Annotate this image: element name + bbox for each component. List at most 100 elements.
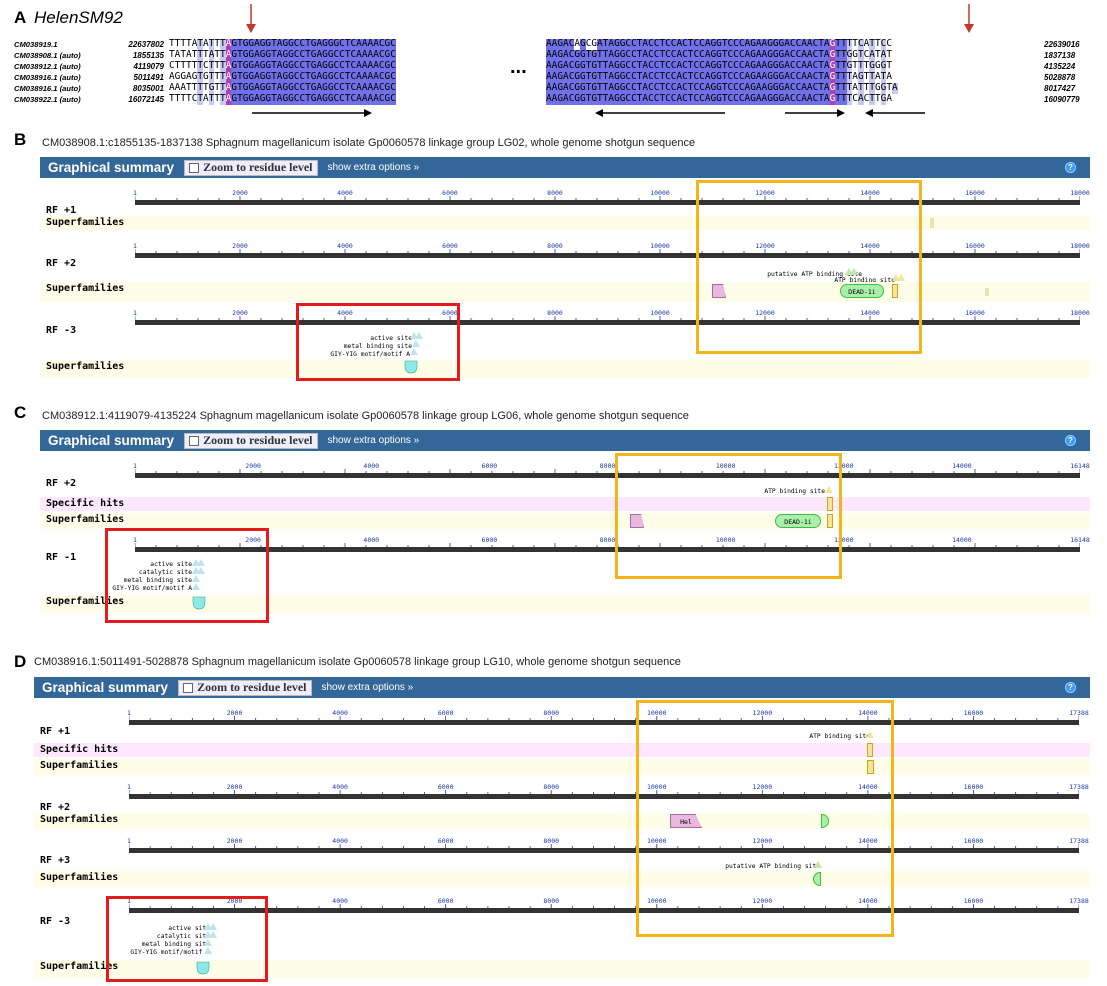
track-label: RF +2 — [46, 258, 77, 269]
c-terminal-domain-mark[interactable] — [827, 514, 833, 528]
ruler-tick-label: 18000 — [1070, 242, 1090, 250]
dead-domain-fragment[interactable] — [813, 872, 821, 886]
nucleotide: C — [727, 49, 734, 61]
show-extra-options-link[interactable]: show extra options » — [327, 435, 420, 446]
nucleotide: T — [237, 71, 243, 83]
site-marker-icon[interactable] — [850, 268, 858, 275]
giy-yig-domain-icon[interactable] — [404, 360, 418, 374]
nucleotide: A — [857, 93, 864, 105]
site-marker-icon[interactable] — [866, 731, 874, 738]
nucleotide: T — [271, 93, 277, 105]
giy-yig-domain-icon[interactable] — [196, 961, 210, 975]
nucleotide: T — [721, 38, 728, 50]
red-arrow-icon-left — [246, 4, 256, 33]
sequence-ruler — [129, 794, 1079, 799]
nucleotide: C — [203, 60, 209, 72]
help-icon[interactable]: ? — [1065, 162, 1076, 173]
nucleotide: C — [727, 71, 734, 83]
nucleotide: T — [835, 71, 841, 83]
nucleotide: A — [276, 93, 283, 105]
giy-yig-domain-icon[interactable] — [192, 596, 206, 610]
site-marker-icon[interactable] — [192, 575, 200, 582]
site-marker-icon[interactable] — [412, 340, 420, 347]
nucleotide: A — [744, 71, 751, 83]
site-marker-icon[interactable] — [897, 274, 905, 281]
zoom-residue-checkbox[interactable]: Zoom to residue level — [184, 432, 318, 449]
site-marker-icon[interactable] — [209, 931, 217, 938]
checkbox-icon[interactable] — [189, 162, 200, 173]
nucleotide: C — [293, 93, 300, 105]
nucleotide: C — [789, 49, 796, 61]
nucleotide: C — [568, 38, 575, 50]
nucleotide: G — [231, 49, 238, 61]
nucleotide: A — [225, 71, 232, 83]
show-extra-options-link[interactable]: show extra options » — [327, 162, 420, 173]
right-sequence: AAGACGGTGTTAGGCCTACCTCCACTCCAGGTCCCAGAAG… — [546, 49, 892, 61]
site-marker-icon[interactable] — [192, 583, 200, 590]
nucleotide: A — [823, 38, 830, 50]
site-marker-icon[interactable] — [209, 923, 217, 930]
checkbox-icon[interactable] — [189, 435, 200, 446]
nucleotide: C — [693, 93, 700, 105]
nucleotide: A — [761, 82, 768, 94]
site-marker-icon[interactable] — [825, 486, 833, 493]
nucleotide: G — [248, 82, 255, 94]
nucleotide: A — [276, 38, 283, 50]
nucleotide: C — [631, 60, 637, 72]
nucleotide: A — [563, 93, 569, 105]
checkbox-icon[interactable] — [183, 682, 194, 693]
sequence-end-position: 1837138 — [1044, 51, 1076, 60]
nucleotide: C — [795, 71, 802, 83]
specific-hit-mark[interactable] — [827, 497, 833, 511]
show-extra-options-link[interactable]: show extra options » — [321, 682, 414, 693]
site-marker-icon[interactable] — [204, 947, 212, 954]
nucleotide: A — [356, 71, 362, 83]
nucleotide: G — [288, 82, 294, 94]
nucleotide: A — [642, 60, 649, 72]
nucleotide: G — [265, 38, 272, 50]
help-icon[interactable]: ? — [1065, 682, 1076, 693]
nucleotide: C — [812, 93, 819, 105]
nucleotide: A — [869, 49, 875, 61]
nucleotide: T — [687, 71, 694, 83]
site-marker-icon[interactable] — [814, 861, 822, 868]
domain-mark[interactable] — [930, 218, 934, 228]
nucleotide: G — [242, 82, 249, 94]
nucleotide: G — [880, 60, 887, 72]
left-sequence: TTTTCTATTTAGTGGAGGTAGGCCTGAGGCCTCAAAACGC — [169, 93, 396, 105]
track-band — [40, 497, 1090, 511]
nucleotide: T — [818, 38, 824, 50]
nucleotide: T — [602, 82, 609, 94]
c-terminal-domain-mark[interactable] — [867, 760, 874, 774]
help-icon[interactable]: ? — [1065, 435, 1076, 446]
nucleotide: G — [310, 82, 317, 94]
dead-domain-pill[interactable]: DEAD-1i — [775, 514, 821, 528]
panel-c-tracks: 1 2000 4000 6000 8000 10000 12000 14000 16148 RF … — [40, 453, 1090, 628]
nucleotide: A — [744, 60, 751, 72]
zoom-residue-checkbox[interactable]: Zoom to residue level — [178, 679, 312, 696]
site-marker-icon[interactable] — [204, 939, 212, 946]
nucleotide: G — [829, 38, 836, 50]
zoom-residue-checkbox[interactable]: Zoom to residue level — [184, 159, 318, 176]
nucleotide: G — [265, 49, 272, 61]
site-marker-icon[interactable] — [197, 567, 205, 574]
site-marker-icon[interactable] — [415, 332, 423, 339]
nucleotide: G — [574, 93, 581, 105]
domain-mark[interactable] — [985, 288, 989, 296]
site-marker-icon[interactable] — [197, 559, 205, 566]
ruler-tick-label: 6000 — [442, 189, 458, 197]
dead-domain-pill[interactable]: DEAD-1i — [840, 284, 884, 298]
nucleotide: T — [597, 60, 603, 72]
track-band — [34, 759, 1090, 775]
nucleotide: G — [580, 38, 586, 50]
specific-hit-mark[interactable] — [867, 743, 873, 757]
nucleotide: G — [259, 93, 266, 105]
nucleotide: T — [863, 60, 870, 72]
track-label: RF -1 — [46, 552, 77, 563]
sequence-start-position: 22637802 — [128, 40, 164, 49]
ruler-tick-label: 2000 — [245, 536, 261, 544]
c-terminal-domain-mark[interactable] — [892, 284, 898, 298]
ruler-tick-label: 12000 — [752, 783, 773, 791]
site-marker-icon[interactable] — [410, 348, 418, 355]
nucleotide: G — [846, 49, 853, 61]
